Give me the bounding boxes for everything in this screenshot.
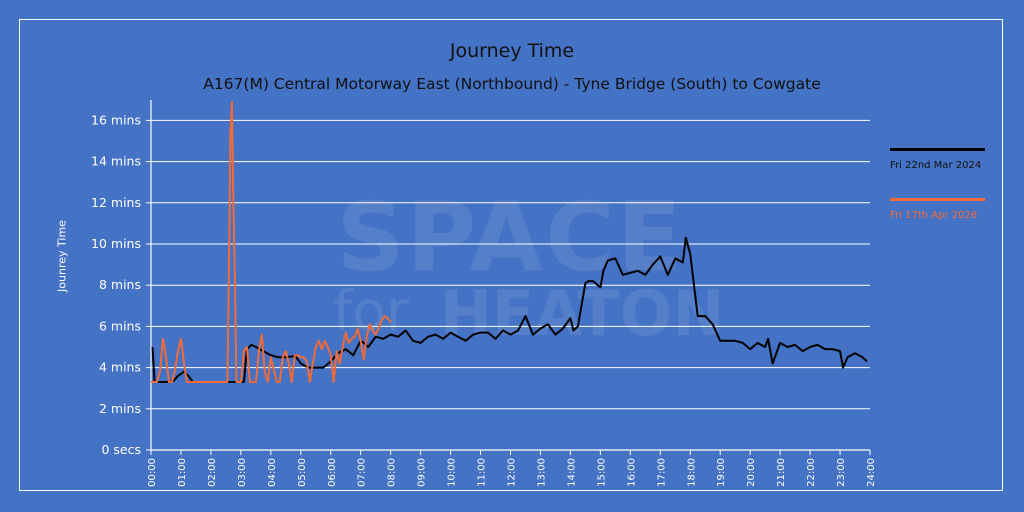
x-tick-label: 06:00 [327, 458, 338, 487]
watermark-heaton: HEATON [440, 277, 724, 350]
x-axis-ticks: 00:00 01:00 02:00 03:00 04:00 05:00 06:00 07:00… [147, 450, 877, 487]
x-tick-label: 15:00 [596, 458, 607, 487]
x-tick-label: 10:00 [447, 458, 458, 487]
x-tick-label: 17:00 [656, 458, 667, 487]
x-tick-label: 21:00 [776, 458, 787, 487]
legend-label-series-1: Fri 22nd Mar 2024 [890, 160, 982, 171]
x-tick-label: 02:00 [207, 458, 218, 487]
x-tick-label: 08:00 [387, 458, 398, 487]
y-tick-label: 8 mins [99, 277, 141, 292]
x-tick-label: 07:00 [357, 458, 368, 487]
y-axis-ticks: 0 secs 2 mins 4 mins 6 mins 8 mins 10 mins 12 … [91, 112, 151, 457]
y-tick-label: 0 secs [101, 442, 141, 457]
x-tick-label: 22:00 [806, 458, 817, 487]
series-line-1 [151, 236, 868, 383]
y-tick-label: 4 mins [99, 360, 141, 375]
chart-subtitle: A167(M) Central Motorway East (Northboun… [203, 75, 821, 93]
gridlines [151, 119, 870, 410]
series-lines [151, 100, 868, 383]
x-tick-label: 23:00 [836, 458, 847, 487]
watermark: SPACE for HEATON [333, 183, 724, 350]
x-tick-label: 01:00 [177, 458, 188, 487]
watermark-for: for [333, 279, 409, 343]
chart-title: Journey Time [449, 40, 575, 62]
x-tick-label: 04:00 [267, 458, 278, 487]
legend-line-series-1 [890, 148, 985, 151]
x-tick-label: 13:00 [536, 458, 547, 487]
x-tick-label: 19:00 [716, 458, 727, 487]
x-tick-label: 05:00 [297, 458, 308, 487]
chart-frame [19, 19, 1003, 491]
legend-line-series-2 [890, 198, 985, 201]
x-tick-label: 20:00 [746, 458, 757, 487]
y-tick-label: 14 mins [91, 154, 141, 169]
x-tick-label: 24:00 [866, 458, 877, 487]
y-tick-label: 10 mins [91, 236, 141, 251]
x-tick-label: 09:00 [417, 458, 428, 487]
x-tick-label: 03:00 [237, 458, 248, 487]
y-tick-label: 2 mins [99, 401, 141, 416]
y-tick-label: 12 mins [91, 195, 141, 210]
legend-label-series-2: Fri 17th Apr 2026 [890, 210, 978, 221]
y-tick-label: 6 mins [99, 318, 141, 333]
x-tick-label: 14:00 [566, 458, 577, 487]
x-tick-label: 11:00 [477, 458, 488, 487]
series-line-2 [151, 100, 392, 383]
x-tick-label: 00:00 [147, 458, 158, 487]
x-tick-label: 18:00 [686, 458, 697, 487]
y-tick-label: 16 mins [91, 112, 141, 127]
x-tick-label: 16:00 [626, 458, 637, 487]
x-tick-label: 12:00 [507, 458, 518, 487]
